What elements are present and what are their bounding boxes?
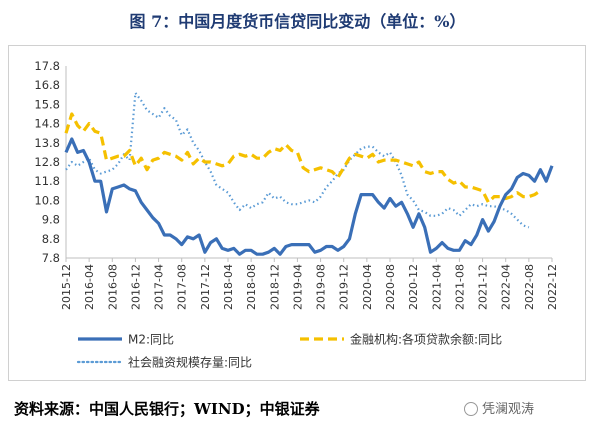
x-tick-label: 2016-04 [83, 264, 96, 310]
y-tick-label: 14.8 [34, 117, 60, 131]
x-tick-label: 2021-08 [453, 264, 466, 310]
series-line-2 [65, 91, 530, 229]
y-tick-label: 13.8 [34, 136, 60, 150]
x-tick-label: 2018-04 [222, 264, 235, 310]
y-tick-label: 12.8 [34, 155, 60, 169]
y-tick-label: 17.8 [34, 59, 60, 73]
x-tick-label: 2021-12 [477, 264, 490, 310]
x-tick-label: 2018-08 [245, 264, 258, 310]
source-note: 资料来源：中国人民银行；WIND；中银证券 [14, 400, 320, 418]
y-tick-label: 7.8 [42, 251, 60, 265]
x-tick-label: 2016-12 [129, 264, 142, 310]
x-tick-label: 2019-08 [315, 264, 328, 310]
x-tick-label: 2017-08 [176, 264, 189, 310]
legend-label-0: M2:同比 [128, 333, 174, 347]
legend-label-2: 社会融资规模存量:同比 [128, 355, 252, 370]
series-line-0 [64, 137, 554, 256]
watermark-text: 凭澜观涛 [482, 402, 535, 417]
y-tick-label: 15.8 [34, 97, 60, 111]
legend-label-1: 金融机构:各项贷款余额:同比 [350, 332, 502, 347]
x-tick-label: 2018-12 [268, 264, 281, 310]
x-tick-label: 2020-04 [361, 264, 374, 310]
y-tick-label: 11.8 [34, 174, 60, 188]
chart-frame [8, 45, 586, 381]
y-tick-label: 10.8 [34, 193, 60, 207]
y-tick-label: 16.8 [34, 78, 60, 92]
x-tick-label: 2017-04 [153, 264, 166, 310]
x-tick-label: 2020-08 [384, 264, 397, 310]
y-tick-label: 9.8 [42, 213, 60, 227]
wechat-icon [464, 402, 478, 416]
x-tick-label: 2021-04 [430, 264, 443, 310]
line-chart: 17.8 16.8 15.8 14.8 13.8 12.8 11.8 10.8 9.8 8.8 7.… [34, 59, 559, 370]
x-tick-label: 2019-12 [338, 264, 351, 310]
x-tick-label: 2016-08 [106, 264, 119, 310]
x-tick-label: 2022-04 [500, 264, 513, 310]
chart-title: 图 7：中国月度货币信贷同比变动（单位：%） [129, 12, 466, 31]
watermark: 凭澜观涛 [464, 398, 534, 417]
x-tick-label: 2022-12 [546, 264, 559, 310]
x-tick-label: 2019-04 [291, 264, 304, 310]
x-tick-label: 2020-12 [407, 264, 420, 310]
x-tick-label: 2015-12 [60, 264, 73, 310]
y-tick-label: 8.8 [42, 232, 60, 246]
x-tick-label: 2022-08 [523, 264, 536, 310]
x-tick-label: 2017-12 [199, 264, 212, 310]
series-line-1 [64, 112, 542, 204]
